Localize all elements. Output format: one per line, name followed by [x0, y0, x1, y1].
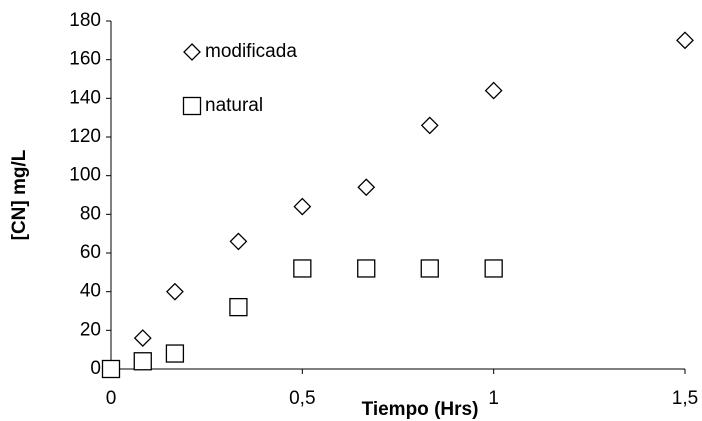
data-point	[357, 259, 376, 278]
y-tick-label: 180	[69, 10, 101, 31]
x-tick-label: 1,5	[672, 388, 698, 409]
data-point	[165, 344, 185, 363]
x-tick-label: 0	[106, 388, 117, 409]
data-point	[133, 329, 152, 347]
y-tick-label: 60	[80, 242, 101, 263]
legend-label: modificada	[205, 41, 297, 62]
y-tick-label: 120	[69, 126, 101, 147]
data-point	[420, 116, 439, 135]
y-tick-label: 0	[90, 358, 101, 379]
x-tick-label: 0,5	[289, 388, 315, 409]
data-point	[293, 259, 312, 278]
data-point	[420, 259, 439, 278]
data-point	[484, 259, 503, 278]
y-tick-label: 20	[80, 319, 101, 340]
data-point	[676, 31, 694, 50]
data-point	[484, 81, 503, 100]
y-tick-label: 80	[80, 203, 101, 224]
y-tick-label: 160	[69, 49, 101, 70]
data-point	[133, 352, 152, 371]
legend-marker	[182, 96, 202, 116]
data-point	[229, 232, 248, 251]
legend-marker	[183, 43, 201, 61]
x-axis-title: Tiempo (Hrs)	[362, 399, 479, 420]
y-axis-title: [CN] mg/L	[9, 149, 30, 240]
data-point	[165, 282, 184, 301]
data-point	[101, 359, 121, 379]
y-tick-label: 40	[80, 281, 101, 302]
legend-label: natural	[205, 95, 263, 116]
data-point	[229, 297, 248, 317]
data-point	[293, 197, 312, 216]
y-tick-label: 140	[69, 87, 101, 108]
data-point	[357, 178, 376, 197]
y-tick-label: 100	[69, 165, 101, 186]
x-tick-label: 1	[488, 388, 499, 409]
